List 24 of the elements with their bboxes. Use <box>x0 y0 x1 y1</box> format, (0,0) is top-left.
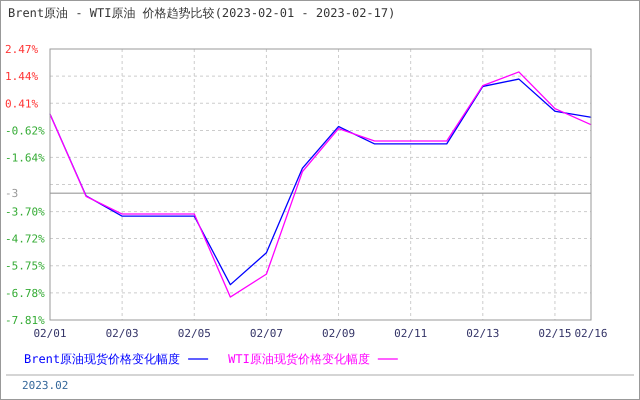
y-tick-label: -0.62% <box>5 124 46 138</box>
x-tick-label: 02/01 <box>33 327 67 340</box>
x-tick-label: 02/15 <box>538 327 572 340</box>
text: 2023.02 <box>22 379 68 392</box>
x-tick-label: 02/16 <box>574 327 608 340</box>
y-tick-label: -6.78% <box>5 286 46 300</box>
y-tick-label: 1.44% <box>5 70 38 84</box>
y-tick-label: -7.81% <box>5 314 46 327</box>
x-tick-label: 02/03 <box>106 327 139 340</box>
x-tick-label: 02/09 <box>322 327 356 340</box>
x-tick-label: 02/07 <box>250 327 283 340</box>
y-tick-label: 0.41% <box>5 97 38 110</box>
y-tick-label: -5.75% <box>5 260 46 273</box>
x-tick-label: 02/11 <box>394 327 428 340</box>
y-tick-label: -3.70% <box>5 206 46 219</box>
x-tick-label: 02/13 <box>466 327 500 340</box>
y-tick-label: -3 <box>5 187 18 200</box>
chart-title: Brent原油 - WTI原油 价格趋势比较(2023-02-01 - 2023-02-17) <box>8 6 396 20</box>
y-tick-label: 2.47% <box>5 43 38 56</box>
legend-label: Brent原油现货价格变化幅度 <box>24 352 180 366</box>
y-tick-label: -4.72% <box>5 232 46 246</box>
legend-label: WTI原油现货价格变化幅度 <box>228 352 370 366</box>
y-tick-label: -1.64% <box>5 151 46 164</box>
x-tick-label: 02/05 <box>178 327 211 340</box>
